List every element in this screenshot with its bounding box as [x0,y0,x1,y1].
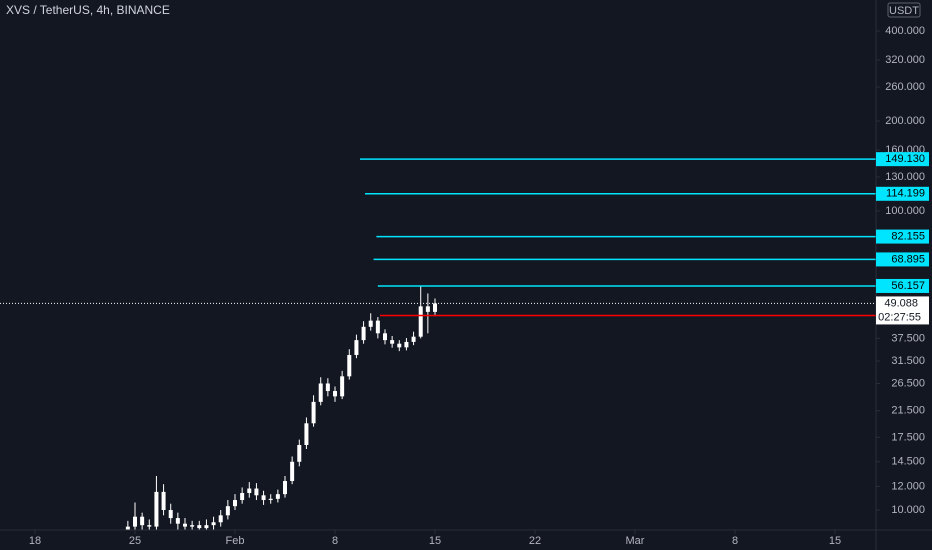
candle-body [261,495,266,501]
candle-body [347,354,352,377]
y-tick-label: 10.000 [891,504,925,516]
countdown-label: 02:27:55 [878,311,921,323]
price-axis [876,0,932,550]
candle-body [125,526,130,530]
candle-body [204,525,209,529]
level-label: 149.130 [885,153,925,165]
level-label: 56.157 [891,280,925,292]
candle-body [425,306,430,312]
x-tick-label: 25 [129,535,141,547]
candle-body [197,525,202,529]
x-tick-label: 15 [429,535,441,547]
candle-body [433,303,437,312]
level-label-box [876,229,929,244]
candle-body [140,516,145,526]
plot-area [0,158,876,535]
candle-body [133,516,137,527]
candle-body [368,320,373,327]
x-tick-label: Feb [226,535,245,547]
candle-body [297,444,302,462]
candle-body [375,320,380,334]
x-tick-label: 18 [29,535,41,547]
candle-body [247,488,252,494]
y-tick-label: 14.500 [891,456,925,468]
candle-body [154,491,159,527]
y-tick-label: 37.500 [891,332,925,344]
y-tick-label: 21.500 [891,405,925,417]
candle-body [290,461,295,482]
candle-body [397,343,402,348]
candle-body [168,510,173,519]
level-label-box [876,252,929,267]
candle-body [325,383,330,392]
candle-body [233,500,237,507]
candle-body [318,383,323,402]
candle-body [333,391,337,397]
candle-body [175,518,180,524]
candle-body [383,333,387,341]
x-tick-label: 8 [332,535,338,547]
y-tick-label: 130.000 [885,171,925,183]
candle-body [161,491,166,511]
y-tick-label: 26.500 [891,377,925,389]
candle-body [147,525,152,527]
candle-body [218,515,223,523]
y-tick-label: 12.000 [891,480,925,492]
currency-label[interactable]: USDT [889,5,919,17]
candle-body [311,401,316,424]
candle-body [283,481,287,495]
candle-body [404,341,409,348]
time-axis [0,530,932,550]
candle-body [275,494,280,499]
y-tick-label: 17.500 [891,431,925,443]
last-price-box [876,296,929,325]
level-label-box [876,186,929,201]
level-label-box [876,152,929,167]
axes: 400.000320.000260.000200.000160.000130.0… [29,25,929,547]
chart-title: XVS / TetherUS, 4h, BINANCE [6,3,170,17]
candle-body [340,376,345,397]
last-price-label: 49.088 [884,297,918,309]
y-tick-label: 400.000 [885,25,925,37]
candle-body [418,306,423,337]
y-tick-label: 260.000 [885,81,925,93]
level-label: 68.895 [891,253,925,265]
candle-body [254,488,259,496]
y-tick-label: 200.000 [885,115,925,127]
currency-box[interactable] [887,2,921,18]
candle-body [361,326,366,341]
candle-body [390,340,395,344]
x-tick-label: Mar [626,535,645,547]
candle-body [268,498,273,501]
candle-body [240,493,245,501]
level-label: 114.199 [886,188,925,200]
level-label: 82.155 [891,230,925,242]
x-tick-label: 22 [529,535,541,547]
candle-body [190,525,195,527]
level-label-box [876,278,929,293]
candle-body [225,506,230,516]
candle-body [411,336,416,342]
x-tick-label: 15 [829,535,841,547]
candle-body [211,522,216,526]
y-tick-label: 320.000 [885,54,925,66]
y-tick-label: 31.500 [891,355,925,367]
candle-body [354,340,359,355]
candle-body [304,423,309,445]
y-tick-label: 100.000 [885,205,925,217]
candle-body [183,523,187,527]
x-tick-label: 8 [732,535,738,547]
